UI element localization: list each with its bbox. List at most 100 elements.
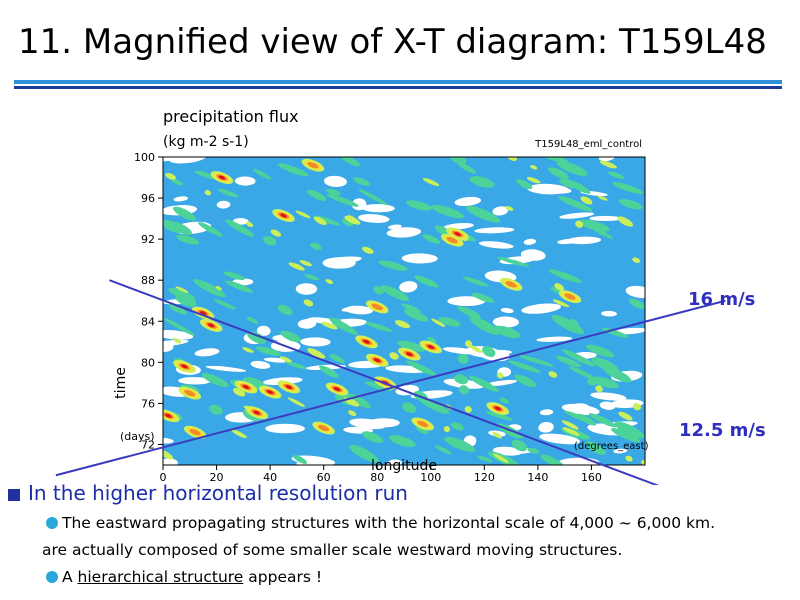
rain-streak-strong xyxy=(348,410,357,417)
rain-streak-strong xyxy=(530,165,538,170)
rain-core-inner xyxy=(446,236,458,244)
rain-streak xyxy=(477,455,493,463)
rain-streak xyxy=(213,299,237,310)
rain-streak xyxy=(280,330,301,342)
rain-streak xyxy=(225,280,254,293)
rain-streak xyxy=(612,182,644,194)
x-tick-label: 120 xyxy=(474,471,495,484)
rain-core-inner xyxy=(371,303,383,311)
rain-streak xyxy=(378,260,408,271)
rain-streak-strong xyxy=(597,195,608,201)
rain-streak xyxy=(586,378,597,386)
rain-core-max xyxy=(199,311,207,316)
dry-patch xyxy=(442,347,481,355)
y-tick-label: 100 xyxy=(134,151,155,164)
rain-streak xyxy=(568,366,597,380)
sub-bullet-2: A hierarchical structure appears ! xyxy=(46,568,322,586)
rain-streak-strong xyxy=(493,453,509,463)
rain-core-max xyxy=(363,339,370,344)
rain-streak xyxy=(450,422,464,431)
rain-streak-strong xyxy=(492,432,502,439)
rain-streak xyxy=(508,360,541,373)
rain-streak xyxy=(284,361,307,369)
dry-patch xyxy=(478,241,514,249)
rain-core-max xyxy=(181,364,188,369)
dry-patch xyxy=(232,217,249,225)
rain-streak xyxy=(193,279,226,298)
rain-streak xyxy=(218,189,239,198)
rain-streak xyxy=(304,274,320,281)
rain-streak xyxy=(255,346,281,356)
dry-patch xyxy=(625,285,645,298)
dry-patch xyxy=(349,418,387,430)
main-bullet: In the higher horizontal resolution run xyxy=(8,481,408,505)
rain-core-max xyxy=(406,352,413,357)
rain-streak xyxy=(319,365,339,378)
dry-patch xyxy=(178,377,211,385)
dry-patch xyxy=(492,316,520,328)
rain-streak-strong xyxy=(362,246,374,254)
rain-streak-strong xyxy=(562,427,580,436)
round-bullet-icon xyxy=(46,517,58,529)
main-bullet-text: In the higher horizontal resolution run xyxy=(28,481,408,505)
dry-patch xyxy=(474,227,515,234)
rain-streak-strong xyxy=(172,337,182,344)
dry-patch xyxy=(613,448,628,454)
rain-streak xyxy=(396,340,426,352)
rain-streak xyxy=(329,354,345,363)
rain-streak-strong xyxy=(552,299,570,308)
x-unit-label: (degrees_east) xyxy=(574,441,649,452)
dry-patch xyxy=(307,317,340,325)
round-bullet-icon xyxy=(46,571,58,583)
rain-streak-strong xyxy=(496,372,504,379)
rain-streak xyxy=(327,193,359,207)
dry-patch xyxy=(163,330,194,340)
rain-core-inner xyxy=(564,293,576,300)
rain-streak xyxy=(449,157,467,165)
rain-streak xyxy=(591,376,619,389)
rain-streak xyxy=(611,428,641,443)
title-rule-light xyxy=(14,80,782,84)
dry-patch xyxy=(386,227,422,238)
rain-streak-strong xyxy=(307,348,326,359)
rain-streak xyxy=(471,292,495,303)
rain-streak-strong xyxy=(618,411,633,421)
rain-streak-strong xyxy=(303,299,314,307)
sub-bullet-2-suffix: appears ! xyxy=(243,568,323,586)
rain-streak xyxy=(548,269,582,283)
sub-bullet-1: The eastward propagating structures with… xyxy=(46,514,715,532)
rain-streak-strong xyxy=(595,385,603,393)
rain-streak xyxy=(414,275,439,288)
rain-streak xyxy=(406,200,432,211)
dry-patch xyxy=(539,409,554,416)
y-tick-label: 92 xyxy=(141,233,155,246)
rain-streak xyxy=(352,177,371,186)
rain-core-max xyxy=(165,413,172,418)
rain-streak-strong xyxy=(325,279,334,284)
dry-patch xyxy=(295,283,318,295)
y-axis-label: time xyxy=(113,367,129,399)
rain-streak xyxy=(628,298,645,309)
rain-streak xyxy=(457,161,477,174)
dry-patch xyxy=(205,365,247,372)
rain-streak xyxy=(484,215,494,222)
x-tick-label: 40 xyxy=(263,471,277,484)
rain-streak xyxy=(225,219,255,237)
y-tick-label: 72 xyxy=(141,438,155,451)
rain-streak xyxy=(469,375,500,392)
rain-streak-strong xyxy=(625,455,633,462)
rain-streak xyxy=(614,421,645,439)
rain-streak-strong xyxy=(395,320,411,329)
rain-streak-strong xyxy=(204,189,211,196)
x-tick-label: 0 xyxy=(160,471,167,484)
x-tick-label: 100 xyxy=(420,471,441,484)
rain-core-inner xyxy=(505,281,517,288)
rain-streak xyxy=(588,413,617,428)
rain-streak xyxy=(175,294,197,307)
rain-streak-strong xyxy=(288,262,305,271)
chart-title: precipitation flux xyxy=(163,107,299,126)
rain-streak xyxy=(568,180,591,194)
sub-bullet-2-prefix: A xyxy=(62,568,78,586)
dry-patch xyxy=(601,310,618,317)
rain-streak xyxy=(198,222,223,237)
